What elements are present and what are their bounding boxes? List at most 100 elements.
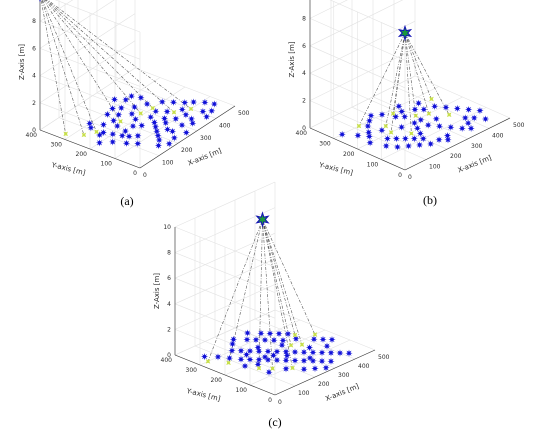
selected-node-marker	[429, 96, 434, 102]
ground-node-marker	[467, 124, 475, 132]
grid-line	[174, 207, 276, 253]
ground-node-marker	[323, 342, 331, 350]
y-tick-label: 400	[26, 132, 38, 139]
ground-node-marker	[416, 129, 424, 138]
z-tick-label: 4	[32, 73, 36, 80]
ground-node-marker	[458, 124, 466, 132]
x-tick-label: 200	[450, 153, 462, 160]
z-tick-label: 6	[302, 43, 306, 50]
panel-caption: (c)	[268, 415, 281, 429]
ground-node-marker	[300, 365, 308, 373]
uav-marker	[39, 0, 41, 3]
ground-node-marker	[291, 356, 299, 365]
x-tick-label: 100	[298, 390, 310, 397]
ground-node-marker	[103, 110, 111, 119]
ground-node-marker	[305, 344, 314, 352]
ground-node-marker	[364, 122, 372, 130]
selected-node-marker	[205, 359, 211, 364]
z-axis-label: Z-Axis [m]	[288, 41, 296, 77]
x-axis-label: X-axis [m]	[324, 382, 360, 403]
selected-node-marker	[409, 131, 414, 136]
x-tick-label: 300	[200, 135, 212, 142]
ground-node-marker	[431, 102, 439, 110]
grid-line	[174, 309, 276, 356]
y-tick-label: 100	[367, 162, 379, 169]
uav-marker	[255, 211, 270, 228]
z-axis-label: Z-Axis [m]	[153, 273, 161, 309]
ground-node-marker	[229, 335, 238, 343]
ground-node-marker	[416, 141, 424, 149]
grid-line	[174, 284, 276, 330]
ground-node-marker	[410, 119, 419, 127]
link-line	[46, 0, 175, 113]
ground-node-marker	[338, 130, 346, 138]
ground-node-marker	[95, 139, 104, 147]
ground-node-marker	[411, 105, 419, 114]
ground-node-marker	[435, 136, 443, 144]
x-tick-label: 400	[219, 122, 231, 129]
selected-node-marker	[446, 112, 452, 117]
ground-node-marker	[87, 124, 95, 132]
grid-line	[39, 48, 141, 87]
ground-node-marker	[427, 140, 435, 148]
ground-node-marker	[306, 354, 314, 362]
ground-node-marker	[152, 123, 160, 131]
ground-node-marker	[300, 357, 308, 365]
x-tick-label: 0	[408, 174, 412, 181]
ground-node-marker	[292, 335, 300, 343]
ground-node-marker	[279, 336, 287, 344]
link-line	[404, 32, 412, 134]
ground-node-marker	[237, 347, 245, 355]
selected-node-marker	[150, 105, 155, 111]
grid-line	[249, 339, 351, 386]
y-tick-label: 200	[343, 151, 355, 158]
x-tick-label: 0	[278, 399, 282, 406]
selected-node-marker	[290, 365, 295, 371]
ground-node-marker	[310, 335, 318, 343]
y-tick-label: 200	[211, 377, 223, 384]
ground-node-marker	[424, 121, 432, 129]
grid-line	[309, 18, 406, 61]
y-tick-label: 300	[319, 141, 331, 148]
ground-node-marker	[187, 115, 196, 123]
selected-node-marker	[188, 106, 194, 112]
ground-node-marker	[150, 118, 158, 127]
x-tick-label: 500	[378, 354, 390, 361]
ground-node-marker	[461, 114, 469, 122]
ground-node-marker	[398, 107, 406, 116]
link-line	[404, 32, 450, 115]
grid-line	[309, 0, 348, 19]
link-line	[44, 0, 141, 114]
selected-node-marker	[288, 343, 294, 348]
ground-node-marker	[200, 353, 209, 361]
ground-node-marker	[432, 115, 440, 123]
ground-node-marker	[327, 349, 335, 357]
z-tick-label: 6	[167, 275, 171, 282]
x-tick-label: 400	[358, 363, 370, 370]
link-line	[404, 32, 417, 116]
link-line	[385, 32, 406, 127]
ground-node-marker	[435, 122, 444, 130]
ground-node-marker	[328, 336, 336, 344]
y-tick-label: 300	[51, 142, 63, 149]
ground-node-marker	[130, 103, 139, 111]
grid-line	[174, 258, 276, 305]
selected-node-marker	[138, 111, 143, 116]
ground-node-marker	[137, 94, 145, 102]
z-tick-label: 8	[32, 18, 36, 25]
selected-node-marker	[118, 119, 123, 124]
ground-node-marker	[481, 115, 490, 123]
ground-node-marker	[168, 127, 177, 135]
ground-node-marker	[127, 92, 136, 100]
ground-node-marker	[354, 131, 362, 140]
ground-node-marker	[254, 360, 262, 368]
z-tick-label: 2	[32, 100, 36, 107]
link-line	[262, 219, 293, 369]
panel-caption: (a)	[120, 194, 133, 208]
ground-node-marker	[243, 329, 252, 337]
selected-node-marker	[312, 332, 318, 337]
ground-node-marker	[398, 123, 406, 131]
link-line	[404, 32, 432, 100]
link-line	[404, 32, 430, 114]
ground-node-marker	[470, 114, 478, 122]
